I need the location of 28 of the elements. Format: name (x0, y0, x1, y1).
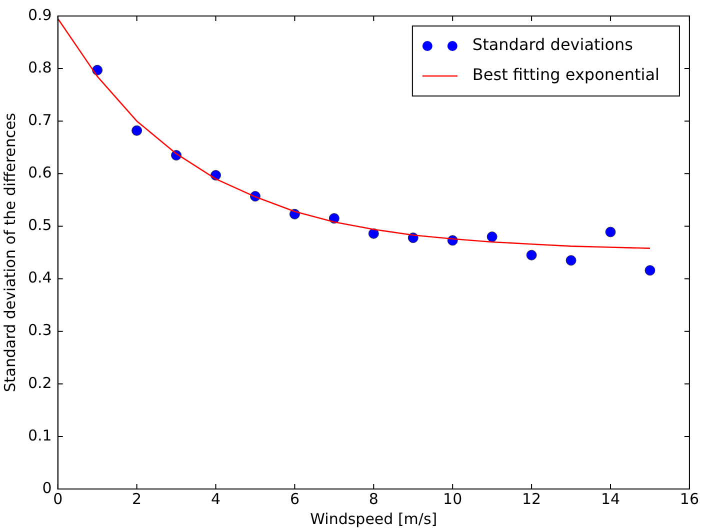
y-tick-label: 0.5 (28, 216, 52, 234)
y-tick-label: 0.4 (28, 268, 52, 287)
legend-label: Best fitting exponential (472, 65, 660, 84)
x-tick-label: 8 (368, 490, 378, 508)
point (526, 250, 537, 260)
y-tick-label: 0.1 (28, 426, 52, 444)
y-tick-label: 0.6 (28, 164, 52, 182)
point (644, 265, 656, 276)
x-axis-title: Windspeed [m/s] (310, 510, 438, 528)
x-tick-label: 12 (522, 490, 542, 508)
y-tick-label: 0.7 (28, 111, 52, 129)
x-tick-label: 10 (443, 490, 462, 508)
point (368, 228, 379, 239)
y-tick-label: 0.3 (28, 321, 52, 340)
y-tick-label: 0.8 (28, 58, 52, 76)
point (132, 125, 142, 136)
point (566, 255, 576, 266)
legend-label: Standard deviations (472, 35, 633, 54)
x-tick-label: 4 (210, 490, 221, 508)
x-tick-label: 6 (290, 490, 300, 508)
y-axis-title: Standard deviation of the differences (0, 112, 19, 392)
y-tick-label: 0.9 (28, 6, 52, 24)
x-tick-label: 2 (132, 490, 142, 508)
point (486, 231, 498, 242)
y-tick-label: 0.2 (28, 374, 52, 392)
x-tick-label: 16 (680, 490, 700, 508)
point (605, 226, 616, 238)
x-tick-label: 14 (600, 490, 620, 508)
